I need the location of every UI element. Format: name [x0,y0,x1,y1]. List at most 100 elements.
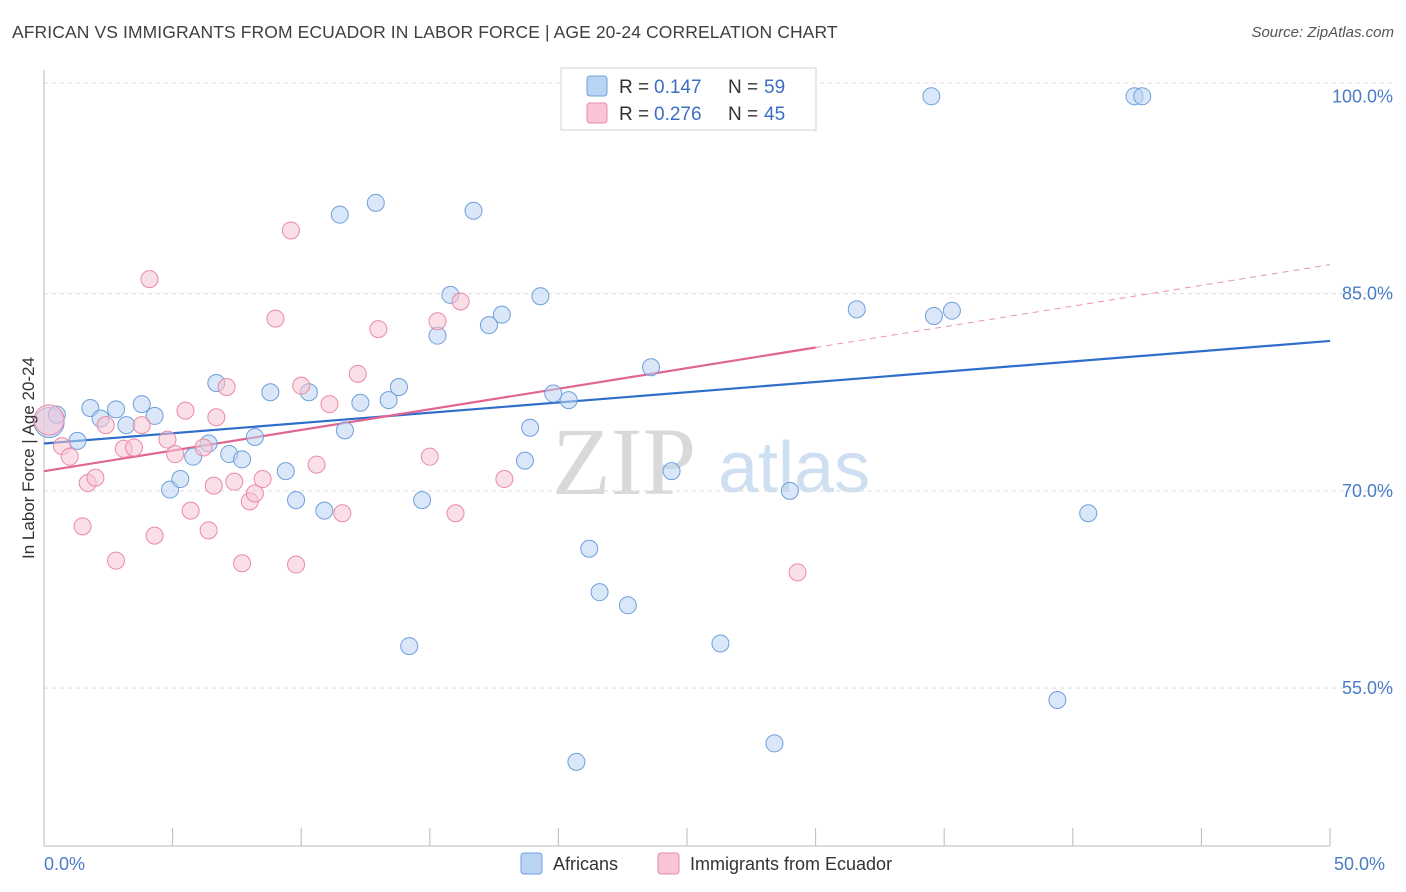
point-africans [145,406,164,425]
point-ecuador [788,563,807,582]
point-africans [515,451,534,470]
point-africans [276,462,295,481]
point-ecuador [266,309,285,328]
point-ecuador [428,312,447,331]
point-ecuador [194,438,213,457]
source-credit: Source: ZipAtlas.com [1251,24,1394,41]
point-ecuador [33,404,65,436]
point-ecuador [145,526,164,545]
legend-swatch-africans [586,75,608,97]
point-africans [287,491,306,510]
point-africans [922,87,941,106]
point-ecuador [307,455,326,474]
legend-swatch-ecuador [586,102,608,124]
legend-ecuador-n-label: N = [728,104,758,125]
point-africans [1133,87,1152,106]
data-points [33,87,1152,771]
point-ecuador [495,470,514,489]
point-africans [1079,504,1098,523]
point-africans [590,583,609,602]
y-tick-label: 55.0% [1342,678,1393,698]
point-africans [580,539,599,558]
x-tick-label-max: 50.0% [1334,854,1385,874]
point-africans [261,383,280,402]
point-africans [315,501,334,520]
point-ecuador [181,501,200,520]
point-ecuador [107,551,126,570]
point-africans [492,305,511,324]
point-africans [107,400,126,419]
point-africans [847,300,866,319]
point-ecuador [369,320,388,339]
point-ecuador [86,468,105,487]
y-tick-label: 70.0% [1342,481,1393,501]
point-ecuador [292,376,311,395]
point-africans [233,450,252,469]
point-ecuador [451,292,470,311]
grid-lines [44,82,1394,689]
bottom-legend-swatch-africans [520,852,543,875]
legend-africans-n-value: 59 [764,77,785,98]
chart-title: AFRICAN VS IMMIGRANTS FROM ECUADOR IN LA… [12,22,838,42]
point-africans [531,287,550,306]
point-africans [662,462,681,481]
point-africans [479,316,498,335]
point-ecuador [420,447,439,466]
point-ecuador [166,445,185,464]
point-africans [544,384,563,403]
point-africans [400,637,419,656]
point-africans [389,377,408,396]
point-ecuador [245,484,264,503]
point-africans [641,358,660,377]
watermark-zip: ZIP [552,408,696,515]
point-ecuador [446,504,465,523]
point-africans [245,427,264,446]
point-ecuador [253,470,272,489]
point-ecuador [225,472,244,491]
point-ecuador [132,416,151,435]
point-africans [567,752,586,771]
bottom-legend: Africans Immigrants from Ecuador [520,852,892,875]
point-africans [379,391,398,410]
point-ecuador [204,476,223,495]
point-ecuador [60,447,79,466]
point-africans [171,470,190,489]
point-africans [942,301,961,320]
point-africans [618,596,637,615]
point-ecuador [73,517,92,536]
point-ecuador [96,416,115,435]
point-africans [413,491,432,510]
point-ecuador [176,401,195,420]
trendline-africans [43,339,1331,445]
x-tick-label-min: 0.0% [44,854,85,874]
point-africans [1048,691,1067,710]
legend-ecuador-r-value: 0.276 [654,104,702,125]
axes [43,70,1331,847]
point-africans [132,395,151,414]
point-ecuador [158,430,177,449]
point-africans [559,391,578,410]
legend-africans-r-value: 0.147 [654,77,702,98]
point-africans [765,734,784,753]
bottom-legend-africans: Africans [553,854,618,874]
point-ecuador [233,554,252,573]
point-africans [335,421,354,440]
y-tick-labels: 55.0% 70.0% 85.0% 100.0% [1332,86,1393,698]
point-ecuador [125,438,144,457]
y-tick-label: 100.0% [1332,86,1393,106]
point-africans [521,418,540,437]
legend-ecuador-n-value: 45 [764,104,785,125]
legend-africans-n-label: N = [728,77,758,98]
point-africans [780,481,799,500]
legend-ecuador-r-label: R = [619,104,649,125]
point-ecuador [207,408,226,427]
point-africans [464,201,483,220]
point-ecuador [287,555,306,574]
point-africans [330,205,349,224]
top-legend: R = 0.147 N = 59 R = 0.276 N = 45 [560,67,817,131]
legend-africans-r-label: R = [619,77,649,98]
point-africans [117,416,136,435]
y-axis-title: In Labor Force | Age 20-24 [19,357,38,559]
point-ecuador [199,521,218,540]
